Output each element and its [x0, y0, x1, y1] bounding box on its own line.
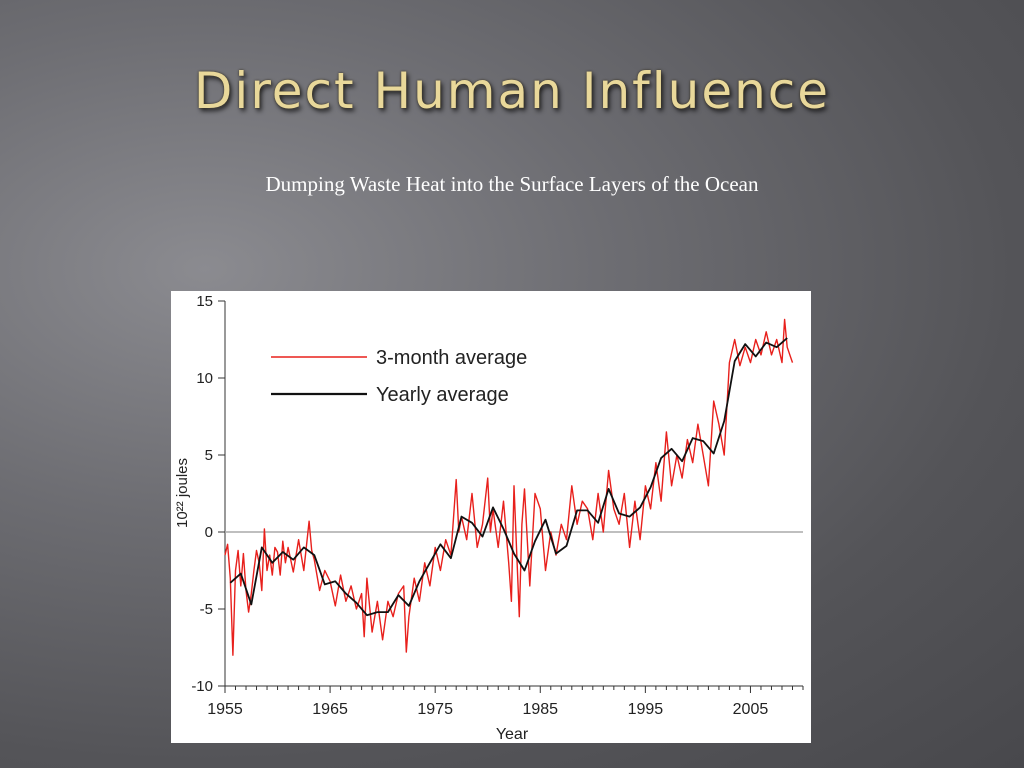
y-tick-label: -5: [200, 601, 213, 618]
y-axis-label: 10²² joules: [174, 458, 191, 528]
slide-subtitle: Dumping Waste Heat into the Surface Laye…: [265, 172, 759, 196]
series-line-3-month-average: [224, 318, 794, 656]
x-tick-label: 1955: [207, 701, 243, 718]
y-tick-label: 0: [205, 524, 213, 541]
legend: 3-month average Yearly average: [271, 347, 527, 406]
x-axis-ticks: 1955 1965 1975 1985 1995 2005: [207, 686, 804, 718]
y-tick-label: 10: [196, 370, 213, 387]
x-tick-label: 1965: [312, 701, 348, 718]
x-axis-label: Year: [496, 726, 529, 743]
series-layer: [224, 318, 794, 656]
x-tick-label: 1985: [522, 701, 558, 718]
ocean-heat-chart: -10 -5 0 5 10 15 1955 1965 1975 1985 1995 2005 3-m…: [174, 293, 804, 743]
x-tick-label: 2005: [733, 701, 769, 718]
y-tick-label: 15: [196, 293, 213, 310]
series-line-yearly-average: [229, 337, 788, 617]
y-tick-label: 5: [205, 447, 213, 464]
x-tick-label: 1995: [628, 701, 664, 718]
x-tick-label: 1975: [417, 701, 453, 718]
legend-label-yearly: Yearly average: [376, 384, 509, 406]
chart-panel: -10 -5 0 5 10 15 1955 1965 1975 1985 1995 2005 3-m…: [171, 291, 811, 743]
slide-title: Direct Human Influence: [193, 62, 831, 120]
y-tick-label: -10: [191, 678, 213, 695]
y-axis-ticks: -10 -5 0 5 10 15: [191, 293, 225, 695]
legend-label-3-month: 3-month average: [376, 347, 527, 369]
